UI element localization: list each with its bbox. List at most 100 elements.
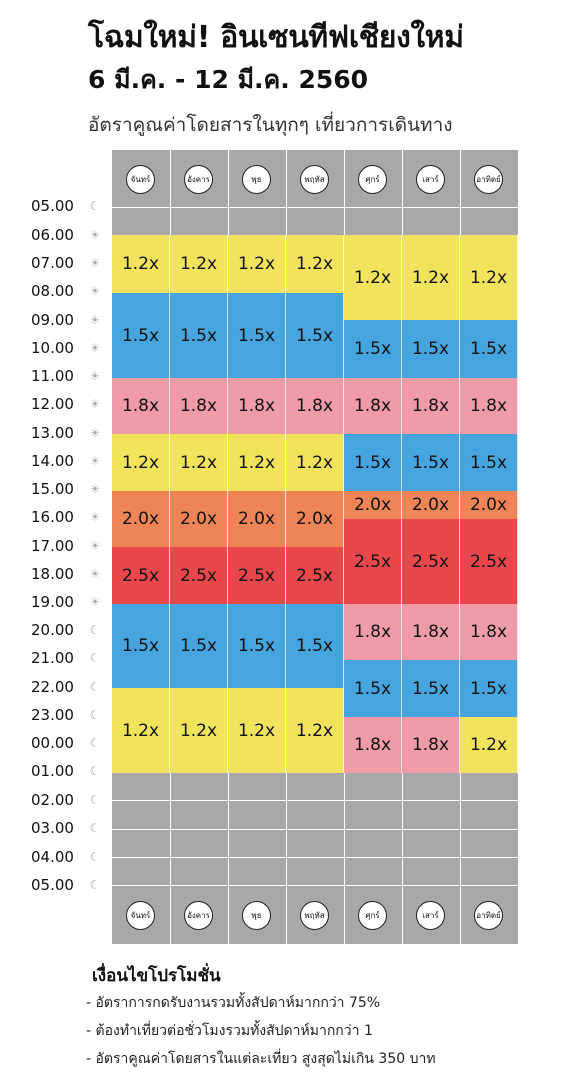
time-label: 02.00 bbox=[31, 791, 74, 809]
time-label: 12.00 bbox=[31, 395, 74, 413]
day-header-4: ศุกร์ bbox=[358, 165, 387, 194]
multiplier-cell: 1.8x bbox=[460, 378, 518, 434]
day-header-5: เสาร์ bbox=[416, 165, 445, 194]
day-footer-3: พฤหัส bbox=[300, 901, 329, 930]
multiplier-cell: 1.5x bbox=[460, 434, 518, 491]
time-label: 21.00 bbox=[31, 649, 74, 667]
moon-icon: ☾ bbox=[89, 199, 101, 213]
day-header-2: พุธ bbox=[242, 165, 271, 194]
time-label: 07.00 bbox=[31, 254, 74, 272]
sun-icon: ☀ bbox=[89, 482, 101, 496]
multiplier-cell: 1.2x bbox=[112, 688, 170, 773]
sun-icon: ☀ bbox=[89, 567, 101, 581]
time-label: 15.00 bbox=[31, 480, 74, 498]
time-label: 00.00 bbox=[31, 734, 74, 752]
day-header-1: อังคาร bbox=[184, 165, 213, 194]
time-label: 16.00 bbox=[31, 508, 74, 526]
time-label: 18.00 bbox=[31, 565, 74, 583]
multiplier-cell: 1.5x bbox=[344, 434, 402, 491]
grid-divider bbox=[112, 885, 518, 886]
sun-icon: ☀ bbox=[89, 284, 101, 298]
multiplier-cell: 1.2x bbox=[112, 434, 170, 491]
multiplier-cell: 1.8x bbox=[402, 604, 460, 660]
moon-icon: ☾ bbox=[89, 651, 101, 665]
sun-icon: ☀ bbox=[89, 539, 101, 553]
multiplier-cell: 1.8x bbox=[112, 378, 170, 434]
date-range: 6 มี.ค. - 12 มี.ค. 2560 bbox=[88, 65, 369, 94]
multiplier-cell: 1.5x bbox=[228, 293, 286, 378]
time-label: 05.00 bbox=[31, 876, 74, 894]
time-label: 01.00 bbox=[31, 762, 74, 780]
multiplier-cell: 1.2x bbox=[228, 688, 286, 773]
multiplier-cell: 2.0x bbox=[286, 491, 344, 547]
sun-icon: ☀ bbox=[89, 313, 101, 327]
multiplier-cell: 1.2x bbox=[170, 688, 228, 773]
multiplier-cell: 1.8x bbox=[344, 604, 402, 660]
multiplier-cell: 2.0x bbox=[112, 491, 170, 547]
time-label: 14.00 bbox=[31, 452, 74, 470]
multiplier-cell: 1.2x bbox=[286, 688, 344, 773]
grid-divider bbox=[112, 207, 518, 208]
multiplier-cell: 1.2x bbox=[344, 235, 402, 320]
multiplier-cell: 1.2x bbox=[402, 235, 460, 320]
day-footer-2: พุธ bbox=[242, 901, 271, 930]
time-label: 05.00 bbox=[31, 197, 74, 215]
day-footer-6: อาทิตย์ bbox=[474, 901, 503, 930]
sun-icon: ☀ bbox=[89, 397, 101, 411]
multiplier-cell: 2.0x bbox=[402, 491, 460, 519]
multiplier-cell: 2.5x bbox=[344, 519, 402, 604]
grid-divider bbox=[112, 800, 518, 801]
multiplier-cell: 1.5x bbox=[112, 604, 170, 688]
multiplier-cell: 1.8x bbox=[402, 378, 460, 434]
sun-icon: ☀ bbox=[89, 228, 101, 242]
multiplier-cell: 1.5x bbox=[286, 604, 344, 688]
multiplier-cell: 1.2x bbox=[170, 235, 228, 293]
time-label: 13.00 bbox=[31, 424, 74, 442]
conditions-title: เงื่อนไขโปรโมชั่น bbox=[92, 966, 221, 986]
time-label: 10.00 bbox=[31, 339, 74, 357]
multiplier-cell: 2.0x bbox=[170, 491, 228, 547]
multiplier-cell: 1.8x bbox=[460, 604, 518, 660]
day-header-3: พฤหัส bbox=[300, 165, 329, 194]
multiplier-cell: 2.5x bbox=[170, 547, 228, 604]
moon-icon: ☾ bbox=[89, 878, 101, 892]
multiplier-cell: 1.8x bbox=[170, 378, 228, 434]
multiplier-cell: 1.8x bbox=[228, 378, 286, 434]
grid-divider bbox=[112, 857, 518, 858]
page-subtitle: อัตราคูณค่าโดยสารในทุกๆ เที่ยวการเดินทาง bbox=[88, 114, 453, 136]
page-title: โฉมใหม่! อินเซนทีฟเชียงใหม่ bbox=[88, 20, 464, 55]
multiplier-cell: 1.5x bbox=[460, 660, 518, 717]
multiplier-cell: 1.5x bbox=[402, 434, 460, 491]
multiplier-cell: 1.5x bbox=[344, 320, 402, 378]
day-header-6: อาทิตย์ bbox=[474, 165, 503, 194]
multiplier-cell: 1.5x bbox=[170, 604, 228, 688]
moon-icon: ☾ bbox=[89, 708, 101, 722]
multiplier-cell: 1.5x bbox=[286, 293, 344, 378]
sun-icon: ☀ bbox=[89, 426, 101, 440]
time-label: 20.00 bbox=[31, 621, 74, 639]
multiplier-cell: 2.0x bbox=[344, 491, 402, 519]
multiplier-cell: 1.2x bbox=[228, 434, 286, 491]
multiplier-cell: 1.2x bbox=[286, 235, 344, 293]
multiplier-cell: 1.5x bbox=[228, 604, 286, 688]
multiplier-cell: 2.5x bbox=[286, 547, 344, 604]
multiplier-cell: 1.8x bbox=[286, 378, 344, 434]
multiplier-cell: 1.2x bbox=[460, 235, 518, 320]
moon-icon: ☾ bbox=[89, 680, 101, 694]
time-label: 03.00 bbox=[31, 819, 74, 837]
multiplier-cell: 2.5x bbox=[112, 547, 170, 604]
time-label: 08.00 bbox=[31, 282, 74, 300]
sun-icon: ☀ bbox=[89, 369, 101, 383]
multiplier-cell: 1.5x bbox=[460, 320, 518, 378]
moon-icon: ☾ bbox=[89, 736, 101, 750]
day-footer-4: ศุกร์ bbox=[358, 901, 387, 930]
multiplier-cell: 1.8x bbox=[344, 378, 402, 434]
multiplier-cell: 1.5x bbox=[344, 660, 402, 717]
condition-item: - ต้องทำเที่ยวต่อชั่วโมงรวมทั้งสัปดาห์มา… bbox=[86, 1023, 373, 1039]
multiplier-cell: 2.5x bbox=[228, 547, 286, 604]
moon-icon: ☾ bbox=[89, 850, 101, 864]
multiplier-cell: 1.5x bbox=[170, 293, 228, 378]
multiplier-cell: 1.8x bbox=[402, 717, 460, 773]
moon-icon: ☾ bbox=[89, 793, 101, 807]
multiplier-cell: 1.5x bbox=[112, 293, 170, 378]
